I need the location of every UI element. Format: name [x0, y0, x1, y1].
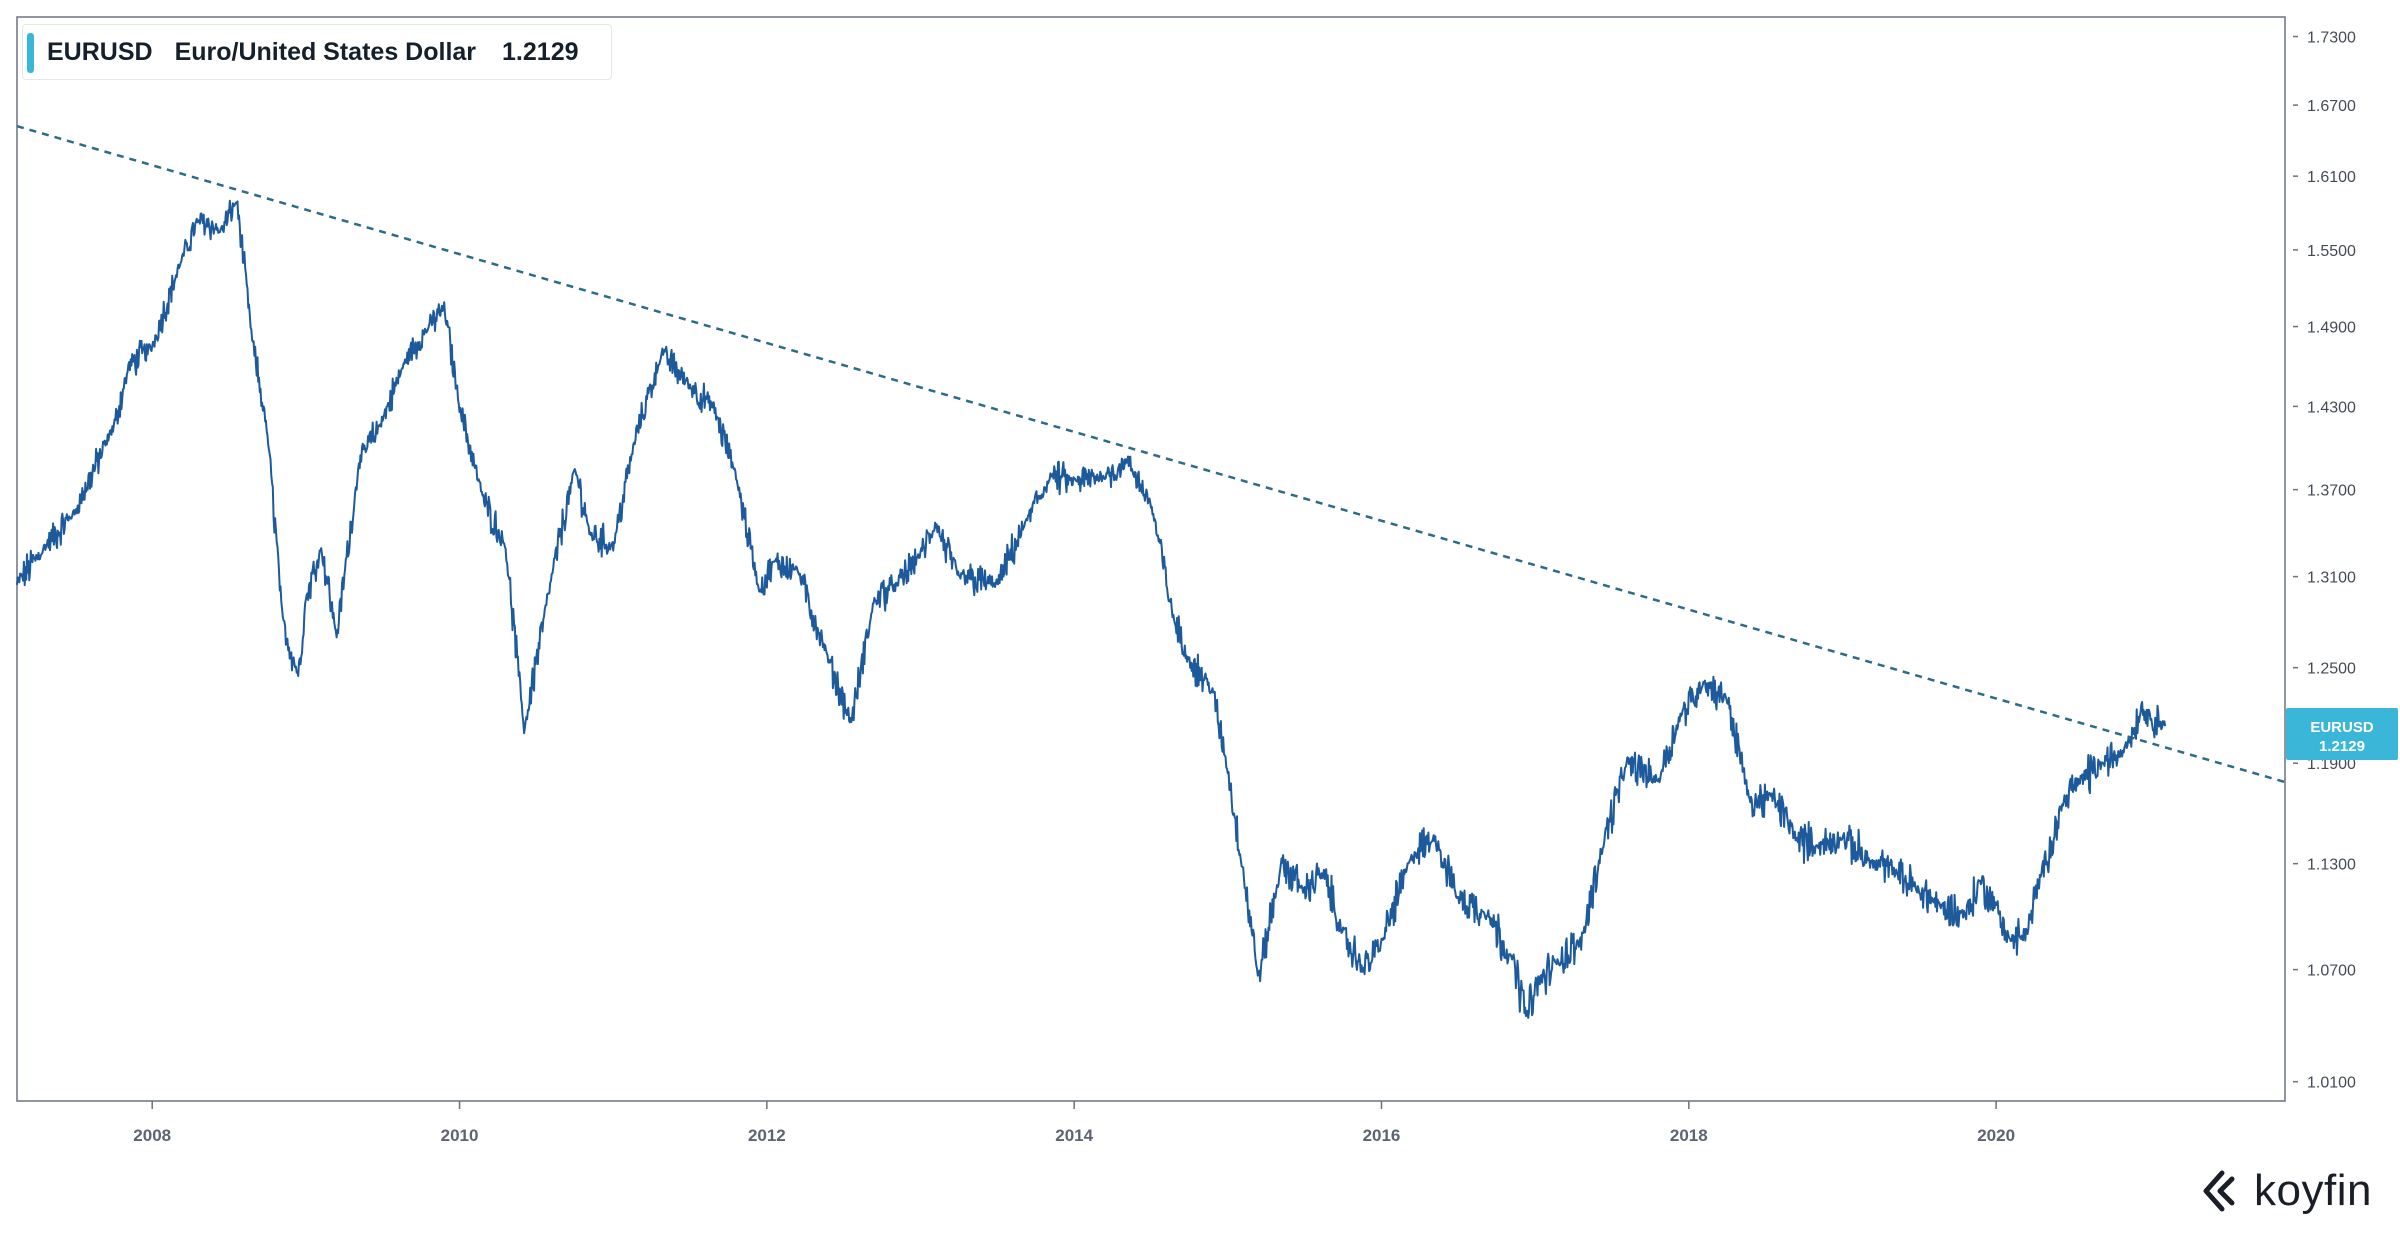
x-tick-label: 2012 — [748, 1126, 786, 1145]
x-axis: 2008 2010 2012 2014 2016 2018 2020 — [133, 1101, 2015, 1145]
y-tick-label: 1.4900 — [2307, 320, 2356, 337]
y-tick-label: 1.4300 — [2307, 399, 2356, 416]
x-tick-label: 2008 — [133, 1126, 171, 1145]
y-tick-label: 1.2500 — [2307, 661, 2356, 678]
legend-value: 1.2129 — [502, 37, 579, 66]
x-tick-label: 2014 — [1055, 1126, 1093, 1145]
legend-box[interactable]: EURUSD Euro/United States Dollar 1.2129 — [22, 24, 612, 80]
x-tick-label: 2018 — [1670, 1126, 1708, 1145]
price-tag-value: 1.2129 — [2319, 738, 2365, 755]
plot-area-border — [16, 16, 2286, 1102]
price-tag-symbol: EURUSD — [2310, 719, 2374, 736]
legend-text: EURUSD Euro/United States Dollar 1.2129 — [47, 38, 579, 67]
series-line-eurusd — [16, 199, 2167, 1019]
y-tick-label: 1.3100 — [2307, 570, 2356, 587]
legend-accent-bar — [27, 33, 34, 73]
y-tick-label: 1.1300 — [2307, 857, 2356, 874]
y-tick-label: 1.3700 — [2307, 483, 2356, 500]
brand-logo[interactable]: koyfin — [2202, 1166, 2372, 1216]
legend-name: Euro/United States Dollar — [174, 37, 477, 66]
x-tick-label: 2010 — [441, 1126, 479, 1145]
y-tick-label: 1.7300 — [2307, 30, 2356, 47]
y-tick-label: 1.1900 — [2307, 756, 2356, 773]
y-tick-label: 1.5500 — [2307, 243, 2356, 260]
y-tick-label: 1.0100 — [2307, 1075, 2356, 1092]
legend-symbol: EURUSD — [47, 37, 153, 66]
y-axis: 1.0100 1.0700 1.1300 1.1900 1.2500 1.3100 1.37… — [2293, 30, 2356, 1092]
y-tick-label: 1.6700 — [2307, 98, 2356, 115]
koyfin-logo-icon — [2203, 1170, 2235, 1212]
x-tick-label: 2020 — [1977, 1126, 2015, 1145]
brand-name: koyfin — [2254, 1166, 2372, 1215]
price-tag-background — [2286, 708, 2398, 760]
trendline — [16, 124, 2286, 784]
x-tick-label: 2016 — [1363, 1126, 1401, 1145]
y-tick-label: 1.0700 — [2307, 963, 2356, 980]
y-tick-label: 1.6100 — [2307, 169, 2356, 186]
price-tag: EURUSD 1.2129 — [2286, 708, 2398, 760]
